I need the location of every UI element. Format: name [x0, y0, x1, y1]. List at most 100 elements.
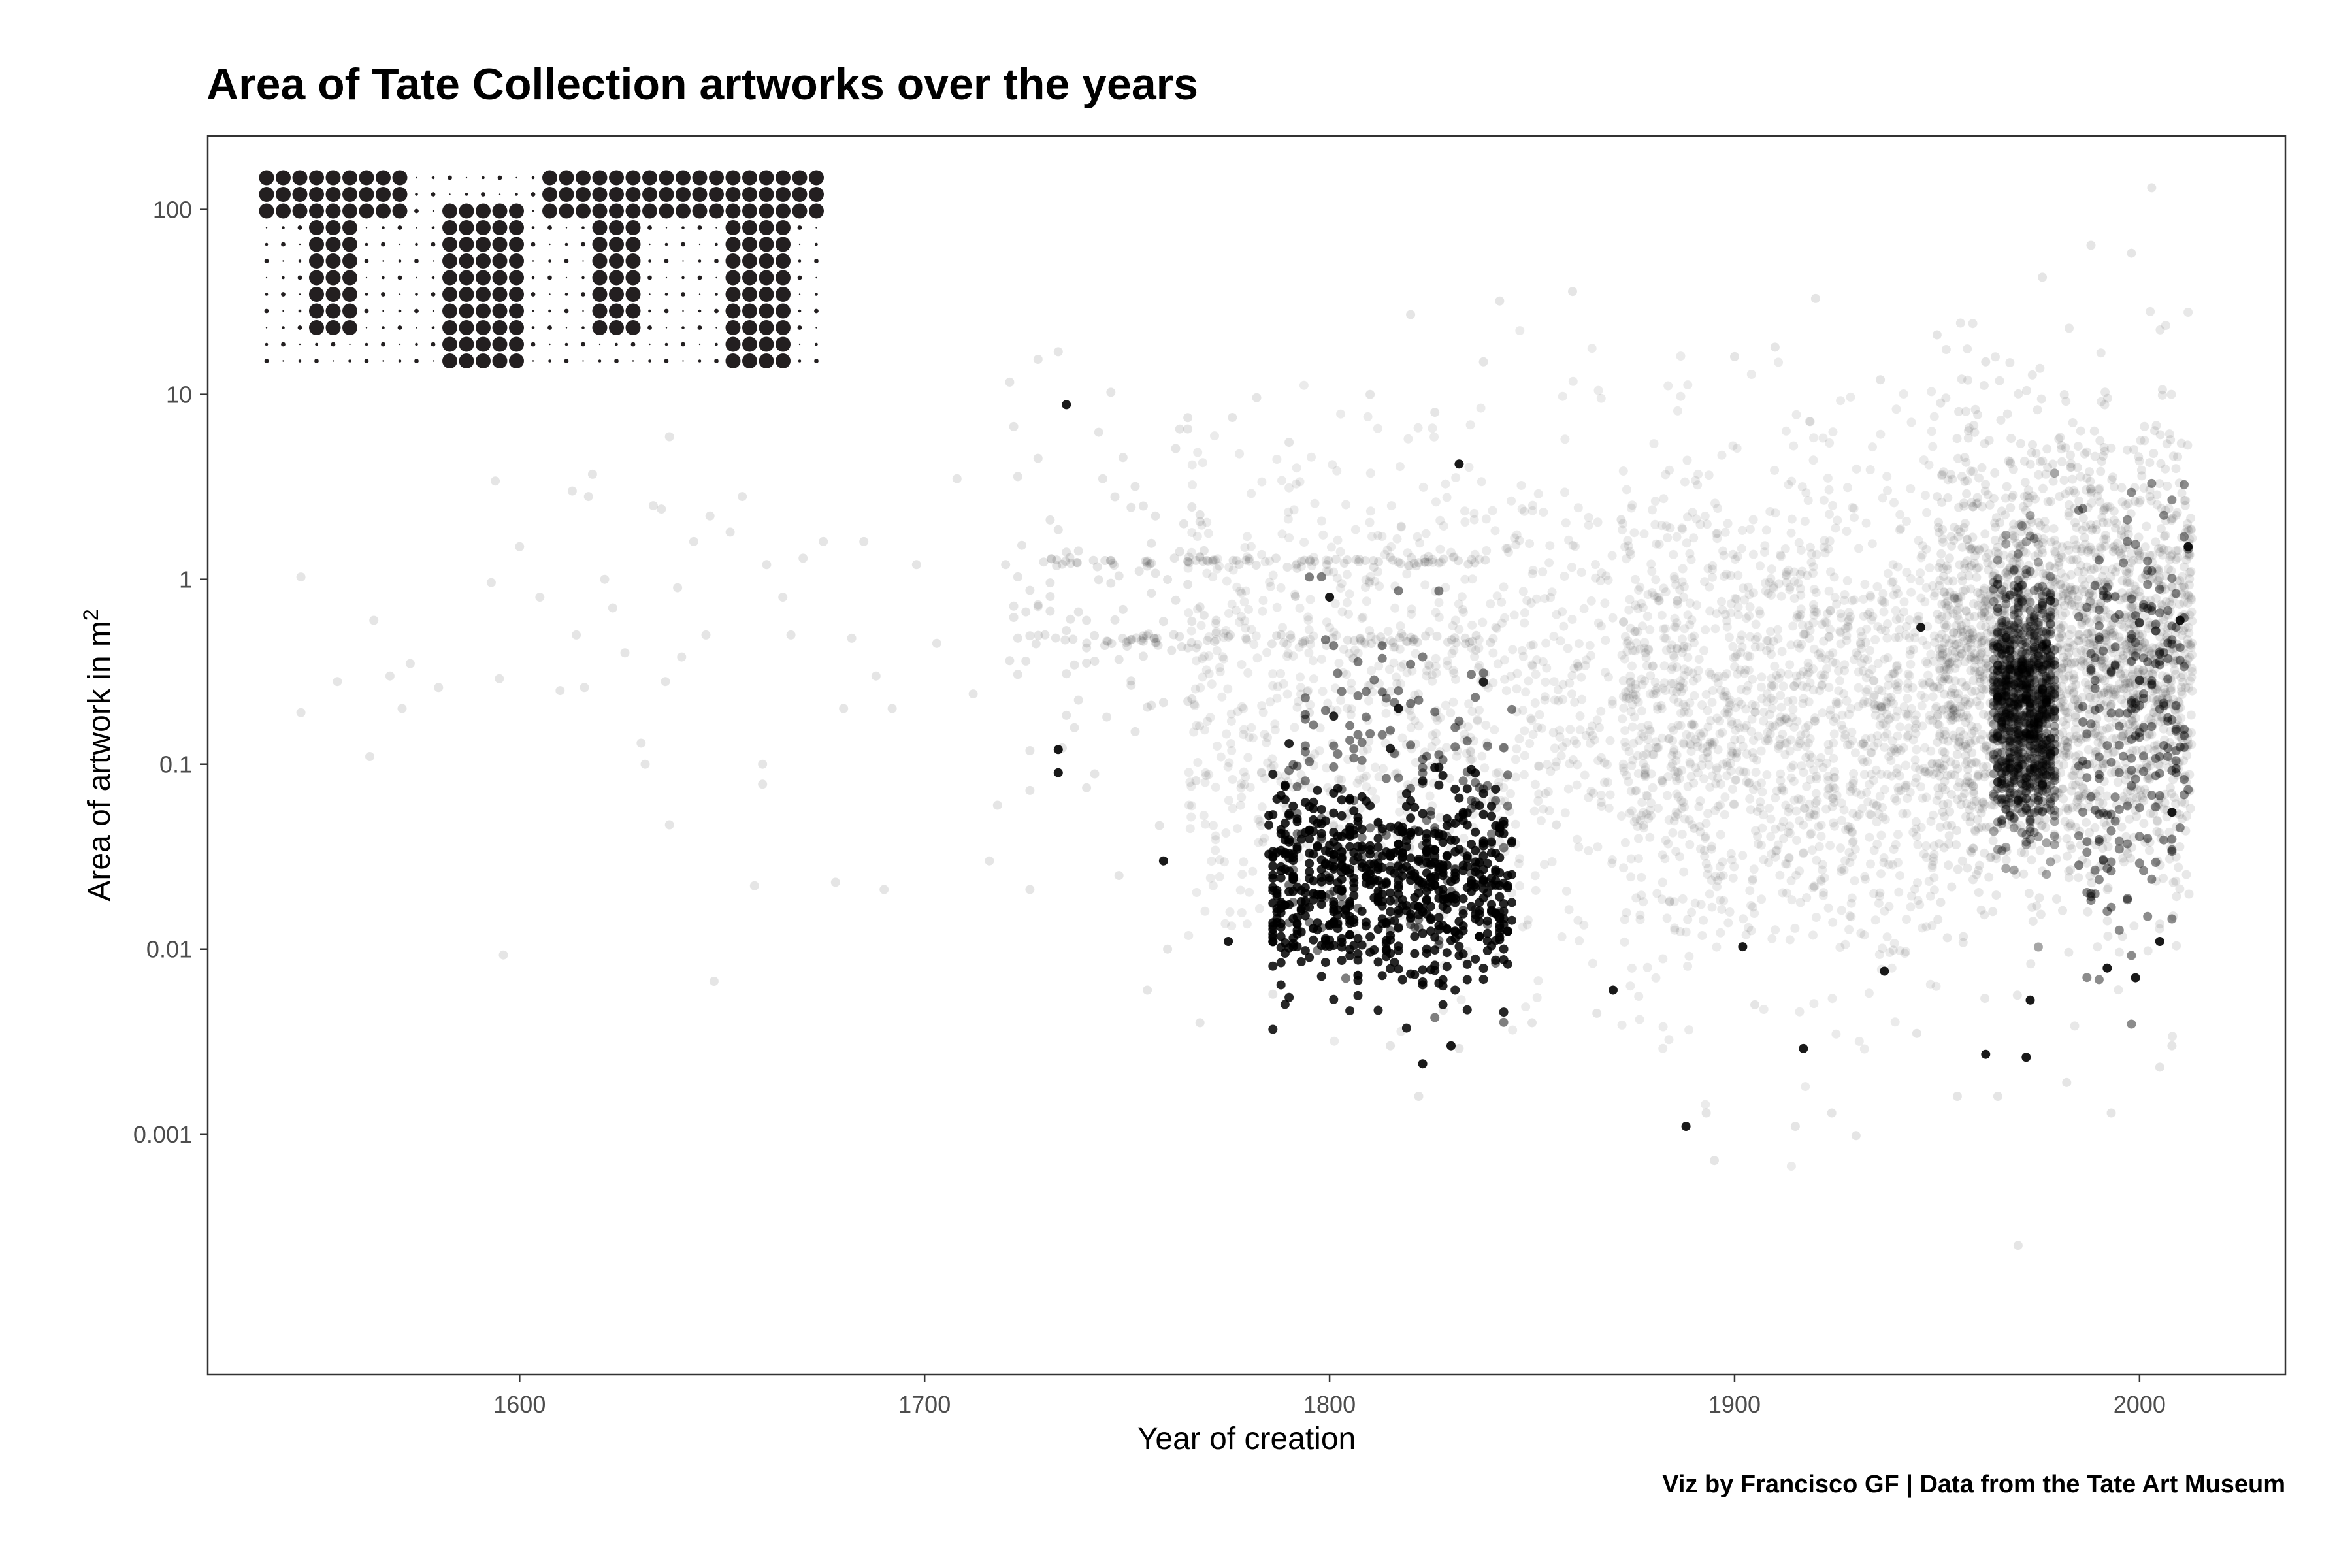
logo-dot [681, 342, 685, 347]
data-point [1635, 582, 1645, 592]
data-point [1539, 508, 1548, 517]
logo-dot [309, 303, 324, 319]
data-point [1708, 686, 1718, 695]
data-point [1332, 466, 1342, 476]
data-point [1688, 719, 1698, 729]
data-point [1267, 639, 1277, 649]
data-point [2063, 804, 2073, 813]
logo-dot [265, 227, 268, 229]
logo-dot [609, 203, 624, 219]
data-point [1192, 643, 1201, 653]
logo-dot [648, 359, 651, 363]
logo-dot [715, 276, 717, 279]
data-point [1005, 377, 1015, 387]
data-point [1774, 741, 1784, 751]
data-point [1891, 840, 1901, 849]
data-point [879, 885, 889, 894]
data-point [1175, 424, 1184, 434]
data-point [1226, 716, 1236, 726]
data-point [738, 492, 747, 502]
data-point [1763, 728, 1772, 738]
data-point [1254, 838, 1264, 847]
data-point [1396, 559, 1405, 568]
data-point [1799, 820, 1808, 830]
data-point [1828, 648, 1838, 658]
data-point [1354, 557, 1364, 566]
data-point [1854, 683, 1863, 693]
data-point [1848, 784, 1857, 794]
data-point [1247, 723, 1256, 732]
data-point [1367, 666, 1376, 676]
data-point [1944, 831, 1954, 841]
data-point [1211, 634, 1221, 644]
data-point [1639, 732, 1648, 742]
data-point [1305, 634, 1315, 644]
data-point [1343, 555, 1352, 564]
data-point [1201, 771, 1211, 781]
data-point [1386, 636, 1396, 645]
data-point [1033, 600, 1043, 610]
data-point [1360, 639, 1370, 649]
logo-dot [698, 259, 702, 263]
data-point [1806, 557, 1816, 567]
data-point [1442, 743, 1452, 753]
data-point [1521, 1002, 1531, 1012]
data-point [1289, 505, 1299, 515]
logo-dot [415, 193, 418, 196]
data-point [1631, 574, 1640, 584]
logo-dot [416, 327, 417, 329]
data-point [1343, 704, 1352, 713]
data-point [1876, 830, 1886, 840]
data-point [1255, 817, 1265, 826]
data-point [1770, 465, 1780, 475]
data-point [1187, 528, 1197, 538]
data-point [1873, 622, 1883, 632]
logo-dot [609, 270, 624, 286]
logo-dot [431, 226, 435, 229]
data-point [2073, 442, 2083, 451]
data-point [1883, 568, 1893, 578]
data-point [1643, 721, 1653, 730]
data-point [1701, 1108, 1711, 1118]
data-point [1926, 746, 1936, 756]
data-point [1524, 676, 1533, 686]
logo-dot [742, 220, 757, 235]
data-point [1060, 557, 1070, 566]
logo-dot [309, 203, 324, 219]
data-point [2186, 567, 2196, 576]
data-point [1622, 485, 1631, 495]
data-point [1633, 627, 1642, 636]
data-point [1740, 723, 1750, 733]
data-point [1762, 636, 1772, 645]
data-point [1851, 1131, 1861, 1141]
logo-dot [648, 259, 651, 263]
data-point [1235, 885, 1245, 895]
data-point [1418, 482, 1428, 492]
data-point [1789, 777, 1799, 787]
data-point [2130, 581, 2140, 591]
data-point [1686, 759, 1695, 769]
data-point [1741, 613, 1751, 623]
data-point [1790, 923, 1800, 933]
data-point [1052, 555, 1062, 565]
data-point [2186, 710, 2196, 720]
logo-dot [476, 320, 491, 335]
data-point [1823, 772, 1833, 781]
data-point [1183, 413, 1193, 423]
logo-dot [292, 187, 308, 202]
data-point [1512, 530, 1522, 540]
data-point [1575, 936, 1584, 945]
logo-dot [325, 253, 341, 269]
data-point [1106, 555, 1116, 565]
data-point [1588, 730, 1597, 740]
data-point [1365, 468, 1375, 478]
data-point [2175, 842, 2185, 851]
data-point [1527, 1018, 1537, 1028]
data-point [1678, 700, 1688, 710]
data-point [1608, 613, 1618, 623]
data-point [1495, 296, 1505, 306]
data-point [1925, 715, 1935, 725]
logo-dot [776, 303, 791, 319]
data-point [1228, 555, 1238, 565]
data-point [1699, 915, 1708, 925]
